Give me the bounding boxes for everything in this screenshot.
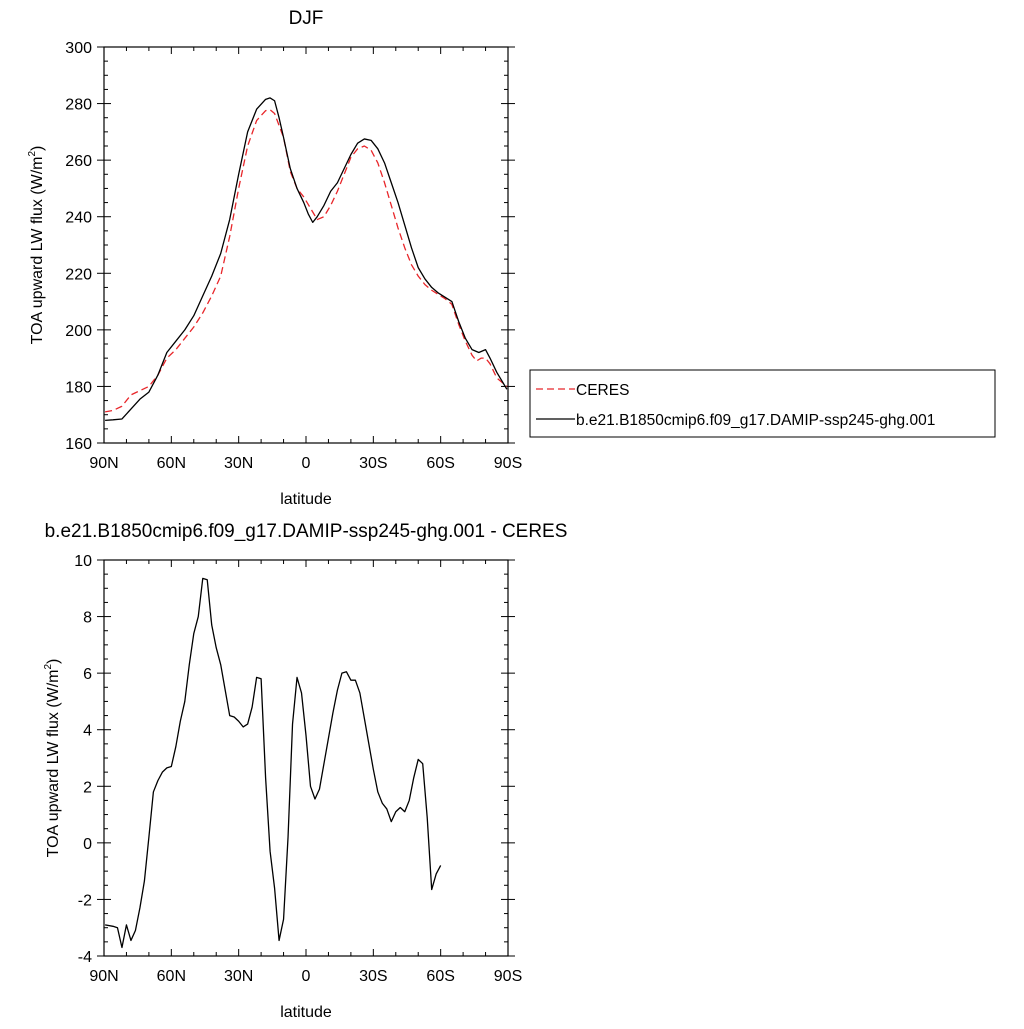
legend-label-1: CERES [576, 382, 629, 399]
y-tick-label: 4 [83, 723, 92, 740]
legend-label-2: b.e21.B1850cmip6.f09_g17.DAMIP-ssp245-gh… [576, 412, 935, 429]
y-tick-label: 160 [65, 436, 92, 453]
y-tick-label: 280 [65, 97, 92, 114]
plot-frame [103, 559, 509, 957]
x-tick-label: 90S [494, 455, 522, 472]
panel-2: b.e21.B1850cmip6.f09_g17.DAMIP-ssp245-gh… [43, 521, 567, 1021]
y-tick-label: 260 [65, 153, 92, 170]
y-tick-label: 0 [83, 836, 92, 853]
x-tick-label: 0 [302, 968, 311, 985]
x-tick-label: 30S [359, 968, 387, 985]
y-axis-label: TOA upward LW flux (W/m2) [27, 146, 46, 345]
x-tick-label: 60S [426, 455, 454, 472]
y-axis-label: TOA upward LW flux (W/m2) [43, 659, 62, 858]
x-tick-label: 60N [157, 455, 186, 472]
x-tick-label: 30N [224, 455, 253, 472]
x-tick-label: 90N [89, 455, 118, 472]
y-tick-label: 10 [74, 553, 92, 570]
series-line-1 [105, 109, 508, 413]
y-tick-label: 300 [65, 40, 92, 57]
x-tick-label: 30N [224, 968, 253, 985]
chart-title: DJF [289, 8, 324, 29]
x-tick-label: 60S [426, 968, 454, 985]
y-tick-label: 240 [65, 210, 92, 227]
legend-box [529, 369, 996, 438]
legend: CERES b.e21.B1850cmip6.f09_g17.DAMIP-ssp2… [529, 369, 996, 438]
y-tick-label: -2 [78, 892, 92, 909]
y-tick-label: 200 [65, 323, 92, 340]
x-tick-label: 0 [302, 455, 311, 472]
x-tick-label: 60N [157, 968, 186, 985]
y-tick-label: 8 [83, 610, 92, 627]
y-tick-label: -4 [78, 949, 92, 966]
x-tick-label: 30S [359, 455, 387, 472]
panel-1: DJF 90N 60N 30N 0 30S 60S 90S 160 180 200 220 240 260… [27, 8, 996, 508]
chart-title: b.e21.B1850cmip6.f09_g17.DAMIP-ssp245-gh… [45, 521, 568, 542]
x-tick-label: 90N [89, 968, 118, 985]
x-tick-label: 90S [494, 968, 522, 985]
y-tick-label: 2 [83, 779, 92, 796]
x-axis-label: latitude [280, 491, 332, 508]
series-line-1 [105, 577, 442, 949]
y-tick-label: 180 [65, 379, 92, 396]
x-axis-label: latitude [280, 1004, 332, 1021]
y-tick-label: 220 [65, 266, 92, 283]
series-line-2 [105, 97, 508, 422]
plot-frame [103, 46, 509, 444]
y-tick-label: 6 [83, 666, 92, 683]
